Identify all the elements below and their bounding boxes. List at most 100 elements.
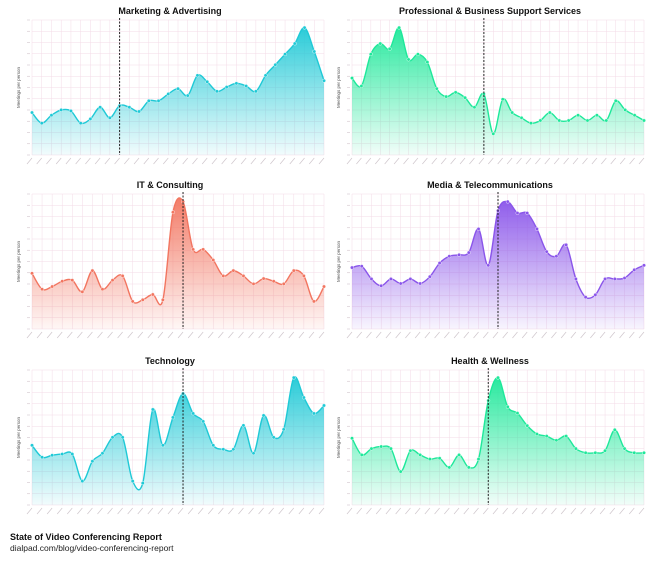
chart-title: IT & Consulting (136, 180, 204, 190)
x-tick (153, 157, 159, 165)
x-tick (107, 507, 113, 515)
data-point (564, 242, 569, 247)
x-tick (127, 331, 133, 339)
data-point (427, 457, 432, 461)
data-point (369, 277, 374, 281)
data-point (130, 299, 135, 304)
chart-panel: Marketing & Advertising Meetings per pers… (10, 6, 330, 176)
data-point (466, 465, 471, 470)
x-tick (601, 157, 607, 165)
data-point (447, 465, 452, 470)
x-tick (531, 331, 538, 339)
data-point (271, 279, 276, 284)
x-tick (288, 507, 295, 515)
x-tick (288, 331, 295, 339)
data-point (444, 94, 449, 99)
x-tick (521, 331, 528, 339)
x-tick (553, 157, 560, 165)
x-tick (46, 331, 53, 339)
x-tick (248, 507, 254, 515)
area-chart: Meetings per person (16, 18, 326, 165)
x-tick (248, 331, 254, 339)
chart-title: Professional & Business Support Services (398, 6, 582, 16)
data-point (156, 98, 161, 103)
x-tick (393, 157, 400, 165)
x-tick (551, 331, 557, 339)
x-tick (628, 331, 635, 339)
data-point (505, 199, 510, 204)
x-tick (453, 331, 460, 339)
x-tick (107, 331, 113, 339)
data-point (231, 268, 236, 273)
x-tick (36, 157, 43, 165)
data-point (271, 435, 276, 440)
data-point (107, 115, 112, 120)
x-tick (535, 157, 541, 165)
x-tick (563, 157, 569, 165)
x-tick (258, 331, 264, 339)
x-tick (502, 507, 509, 515)
x-tick (298, 331, 305, 339)
data-point (50, 453, 55, 458)
x-tick (197, 331, 204, 339)
data-point (322, 284, 326, 289)
x-tick (147, 507, 154, 515)
data-point (554, 254, 559, 259)
area-chart: Meetings per person (336, 192, 646, 339)
x-tick (55, 157, 62, 165)
data-point (100, 287, 105, 292)
data-point (425, 60, 430, 65)
chart-title: Technology (145, 356, 195, 366)
data-point (378, 41, 383, 46)
data-point (496, 375, 500, 380)
data-point (387, 46, 392, 51)
data-point (397, 25, 401, 30)
data-point (171, 210, 175, 215)
series-area (352, 377, 644, 505)
chart-panel: Media & Telecommunications Meetings per p… (330, 180, 650, 350)
data-point (140, 297, 145, 302)
chart-title: Marketing & Advertising (118, 6, 222, 16)
data-point (593, 292, 598, 297)
data-point (418, 452, 423, 457)
data-point (389, 446, 393, 451)
x-tick (346, 157, 353, 165)
x-tick (187, 331, 194, 339)
x-tick (157, 331, 164, 339)
x-tick (424, 331, 431, 339)
data-point (166, 92, 171, 96)
x-tick (124, 157, 130, 165)
data-point (476, 227, 481, 231)
x-tick (308, 157, 315, 165)
data-point (59, 107, 64, 112)
footer: State of Video Conferencing Report dialp… (10, 531, 173, 554)
data-point (253, 89, 258, 94)
data-point (292, 41, 297, 46)
x-tick (541, 507, 547, 515)
data-point (408, 277, 413, 281)
x-tick (104, 157, 111, 165)
x-tick (374, 157, 381, 165)
data-point (140, 481, 145, 486)
x-tick (172, 157, 179, 165)
data-point (146, 98, 151, 103)
x-tick (346, 507, 353, 515)
x-tick (117, 331, 123, 339)
data-point (359, 452, 364, 457)
data-point (408, 448, 413, 453)
data-point (350, 76, 354, 80)
x-tick (346, 331, 353, 339)
x-tick (366, 331, 372, 339)
x-tick (26, 507, 33, 515)
x-tick (506, 157, 513, 165)
data-point (519, 115, 524, 120)
y-axis-label: Meetings per person (16, 416, 21, 458)
data-point (69, 109, 73, 113)
x-tick (541, 331, 547, 339)
x-tick (463, 507, 470, 515)
data-point (544, 249, 549, 254)
data-point (201, 247, 206, 252)
data-point (525, 423, 530, 428)
area-chart: Meetings per person (336, 368, 646, 515)
x-tick (375, 331, 382, 339)
